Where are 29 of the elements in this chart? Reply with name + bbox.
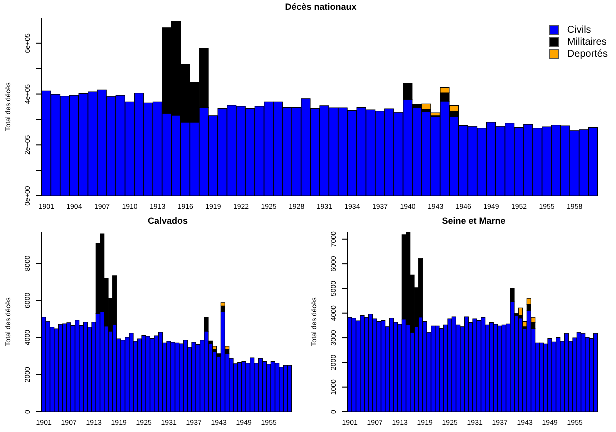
legend-label: Civils: [567, 24, 592, 36]
chart-title: Calvados: [146, 215, 190, 228]
bar: [594, 333, 598, 412]
bar: [288, 365, 292, 412]
bar: [585, 337, 590, 412]
bar: [266, 364, 272, 412]
bar: [422, 321, 428, 412]
bar: [435, 326, 440, 412]
bar: [548, 338, 552, 412]
bar: [360, 316, 365, 412]
bar: [154, 336, 159, 412]
bar: [54, 328, 59, 412]
chart-title: Seine et Marne: [441, 215, 507, 228]
bar: [166, 341, 172, 412]
bar: [229, 358, 234, 412]
bar: [142, 335, 146, 412]
bar: [242, 361, 246, 412]
bar: [518, 308, 524, 316]
chart-title: Décès nationaux: [284, 1, 358, 14]
legend-label: Deportés: [567, 48, 608, 60]
bar: [448, 318, 452, 412]
bar: [192, 342, 196, 412]
legend-label: Militaires: [567, 36, 607, 48]
bar: [129, 333, 134, 412]
bar: [472, 318, 478, 412]
bar: [179, 344, 184, 412]
bar: [498, 326, 502, 412]
bar: [66, 322, 72, 412]
bar: [279, 366, 284, 412]
